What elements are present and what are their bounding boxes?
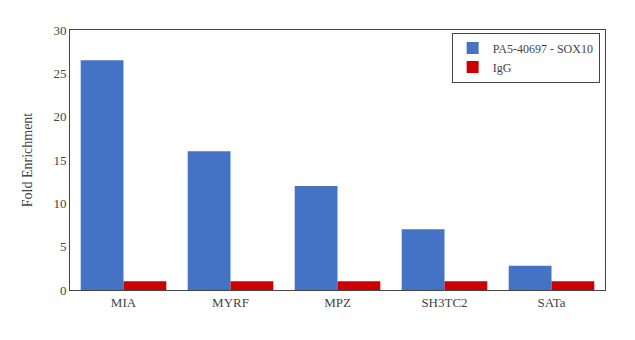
svg-text:SATa: SATa bbox=[538, 295, 566, 310]
svg-text:MYRF: MYRF bbox=[212, 295, 249, 310]
svg-text:10: 10 bbox=[53, 196, 66, 211]
svg-text:20: 20 bbox=[53, 109, 66, 124]
svg-text:25: 25 bbox=[53, 66, 66, 81]
svg-text:15: 15 bbox=[53, 153, 66, 168]
svg-text:IgG: IgG bbox=[493, 61, 512, 75]
svg-text:0: 0 bbox=[60, 283, 67, 298]
svg-text:MPZ: MPZ bbox=[324, 295, 351, 310]
svg-text:5: 5 bbox=[60, 239, 67, 254]
svg-text:Fold Enrichment: Fold Enrichment bbox=[20, 113, 35, 208]
svg-text:PA5-40697 - SOX10: PA5-40697 - SOX10 bbox=[493, 42, 593, 56]
svg-text:SH3TC2: SH3TC2 bbox=[421, 295, 467, 310]
svg-text:MIA: MIA bbox=[111, 295, 137, 310]
svg-text:30: 30 bbox=[53, 23, 66, 38]
